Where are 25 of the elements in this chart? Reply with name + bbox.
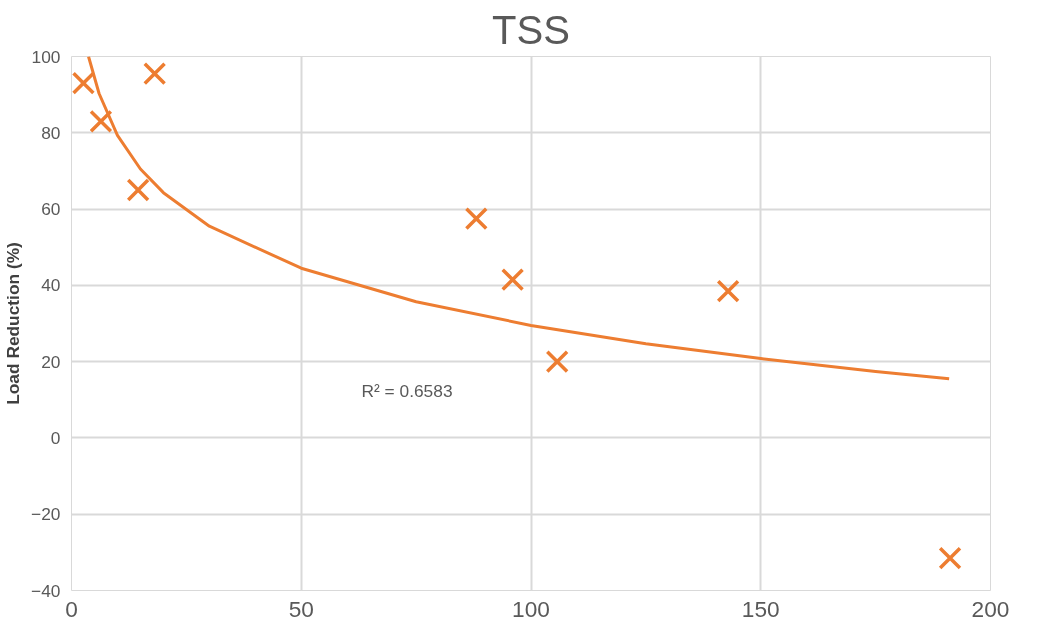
point	[71, 71, 96, 95]
point	[464, 206, 488, 231]
point	[716, 279, 740, 303]
point	[89, 109, 113, 133]
point	[143, 62, 167, 86]
y-tick-label: −40	[31, 580, 61, 601]
x-tick-label: 200	[971, 595, 1010, 622]
y-tick-label: 60	[41, 199, 61, 220]
x-tick-label: 100	[512, 595, 550, 622]
chart-title: TSS	[492, 7, 570, 52]
y-tick-label: 0	[50, 427, 61, 448]
y-axis-title: Load Reduction (%)	[3, 242, 24, 405]
y-tick-label: 100	[31, 46, 61, 67]
y-tick-label: 40	[41, 275, 61, 296]
point	[545, 349, 569, 374]
y-tick-label: −20	[31, 504, 61, 525]
x-tick-label: 0	[65, 595, 78, 622]
point	[500, 267, 525, 292]
point	[938, 546, 962, 570]
annotation: R² = 0.6583	[361, 380, 453, 401]
x-tick-label: 50	[288, 595, 314, 622]
x-tick-label: 150	[741, 595, 780, 622]
y-tick-label: 80	[41, 122, 61, 143]
point	[126, 178, 150, 202]
y-tick-label: 20	[41, 351, 61, 372]
